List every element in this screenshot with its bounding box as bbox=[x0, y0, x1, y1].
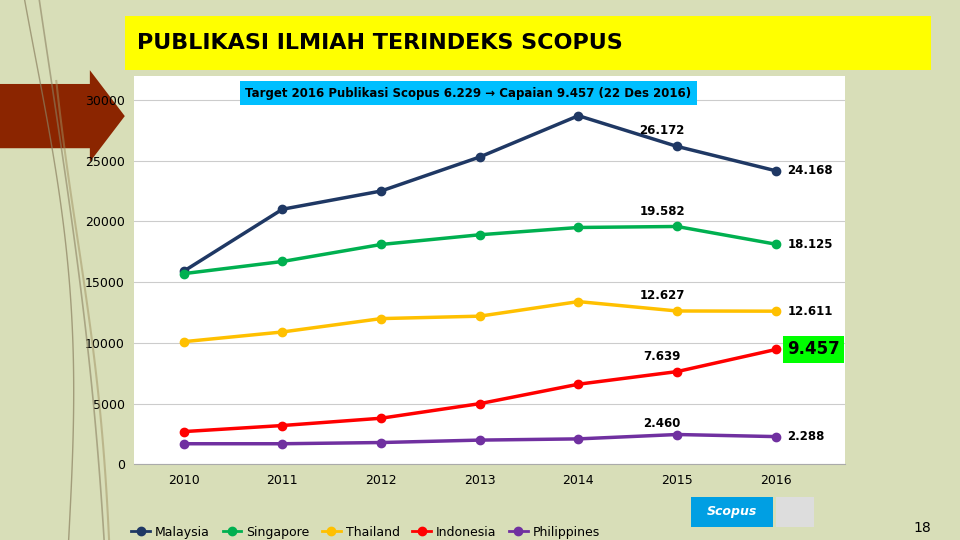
Text: 12.627: 12.627 bbox=[639, 289, 684, 302]
Text: 26.172: 26.172 bbox=[639, 124, 684, 137]
Text: 24.168: 24.168 bbox=[787, 164, 833, 177]
Text: 2.288: 2.288 bbox=[787, 430, 825, 443]
Polygon shape bbox=[0, 70, 125, 162]
Text: 2.460: 2.460 bbox=[643, 417, 681, 430]
Text: 12.611: 12.611 bbox=[787, 305, 833, 318]
Legend: Malaysia, Singapore, Thailand, Indonesia, Philippines: Malaysia, Singapore, Thailand, Indonesia… bbox=[127, 521, 605, 540]
Text: 19.582: 19.582 bbox=[639, 205, 685, 218]
Text: 18.125: 18.125 bbox=[787, 238, 833, 251]
Text: PUBLIKASI ILMIAH TERINDEKS SCOPUS: PUBLIKASI ILMIAH TERINDEKS SCOPUS bbox=[137, 33, 623, 53]
Text: 7.639: 7.639 bbox=[643, 350, 681, 363]
Text: Target 2016 Publikasi Scopus 6.229 → Capaian 9.457 (22 Des 2016): Target 2016 Publikasi Scopus 6.229 → Cap… bbox=[245, 86, 691, 99]
Text: 18: 18 bbox=[914, 521, 931, 535]
Text: 9.457: 9.457 bbox=[787, 341, 840, 359]
Text: Scopus: Scopus bbox=[707, 505, 757, 518]
